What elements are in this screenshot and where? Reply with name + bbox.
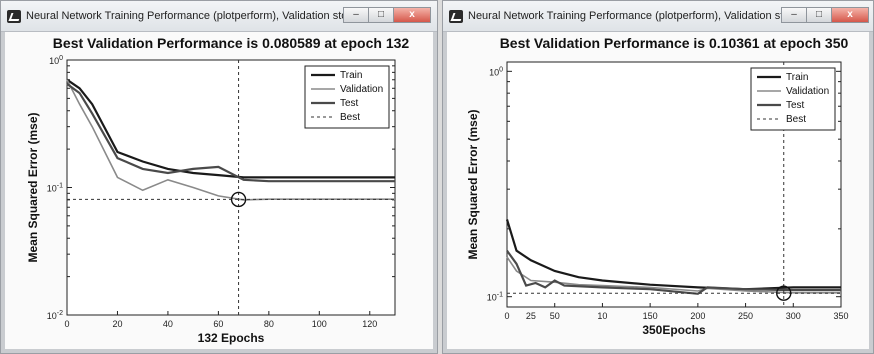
- legend-label-best: Best: [340, 112, 360, 123]
- x-tick-label: 150: [643, 311, 658, 321]
- window-left: Neural Network Training Performance (plo…: [0, 0, 438, 354]
- titlebar[interactable]: Neural Network Training Performance (plo…: [443, 1, 873, 32]
- series-line-test: [506, 250, 841, 295]
- legend-label-train: Train: [340, 70, 362, 81]
- minimize-button[interactable]: –: [343, 7, 369, 23]
- x-tick-label: 250: [738, 311, 753, 321]
- x-tick-label: 10: [597, 311, 607, 321]
- x-tick-label: 300: [786, 311, 801, 321]
- window-right: Neural Network Training Performance (plo…: [442, 0, 874, 354]
- x-axis-label: 350Epochs: [642, 323, 706, 337]
- legend-label-validation: Validation: [340, 84, 383, 95]
- x-tick-label: 120: [362, 319, 377, 329]
- titlebar[interactable]: Neural Network Training Performance (plo…: [1, 1, 437, 32]
- window-title: Neural Network Training Performance (plo…: [468, 10, 799, 22]
- performance-chart: Best Validation Performance is 0.080589 …: [26, 35, 410, 345]
- legend-box: [750, 67, 836, 131]
- y-tick-label: 100: [489, 66, 503, 77]
- legend-label-train: Train: [786, 72, 808, 83]
- matlab-figure-icon: [449, 10, 463, 23]
- x-tick-label: 0: [64, 319, 69, 329]
- legend-label-test: Test: [340, 98, 359, 109]
- x-tick-label: 200: [690, 311, 705, 321]
- maximize-button[interactable]: □: [368, 7, 394, 23]
- close-button[interactable]: x: [831, 7, 869, 23]
- x-tick-label: 0: [504, 311, 509, 321]
- x-tick-label: 50: [550, 311, 560, 321]
- x-tick-label: 40: [163, 319, 173, 329]
- performance-chart: Best Validation Performance is 0.10361 a…: [466, 35, 849, 337]
- chart-title: Best Validation Performance is 0.080589 …: [53, 35, 410, 51]
- x-tick-label: 25: [526, 311, 536, 321]
- x-tick-label: 350: [833, 311, 848, 321]
- x-tick-label: 100: [312, 319, 327, 329]
- x-axis-label: 132 Epochs: [198, 331, 265, 345]
- maximize-button[interactable]: □: [806, 7, 832, 23]
- window-title: Neural Network Training Performance (plo…: [26, 10, 357, 22]
- legend-label-validation: Validation: [786, 86, 829, 97]
- y-axis-label: Mean Squared Error (mse): [26, 112, 40, 262]
- figure-canvas: Best Validation Performance is 0.080589 …: [5, 32, 433, 349]
- series-line-validation: [506, 256, 841, 294]
- matlab-figure-icon: [7, 10, 21, 23]
- best-point-marker: [230, 191, 247, 208]
- chart-title: Best Validation Performance is 0.10361 a…: [500, 35, 849, 51]
- figure-canvas: Best Validation Performance is 0.10361 a…: [447, 32, 869, 349]
- legend-label-best: Best: [786, 114, 806, 125]
- y-tick-label: 10-1: [47, 183, 63, 194]
- best-point-marker: [776, 285, 792, 301]
- x-tick-label: 60: [213, 319, 223, 329]
- y-tick-label: 10-1: [487, 292, 503, 303]
- y-tick-label: 10-2: [47, 310, 63, 321]
- x-tick-label: 80: [264, 319, 274, 329]
- minimize-button[interactable]: –: [781, 7, 807, 23]
- y-axis-label: Mean Squared Error (mse): [466, 109, 480, 259]
- legend-label-test: Test: [786, 100, 805, 111]
- y-tick-label: 100: [49, 55, 63, 66]
- legend-box: [304, 65, 390, 129]
- x-tick-label: 20: [112, 319, 122, 329]
- series-line-test: [66, 83, 395, 183]
- close-button[interactable]: x: [393, 7, 431, 23]
